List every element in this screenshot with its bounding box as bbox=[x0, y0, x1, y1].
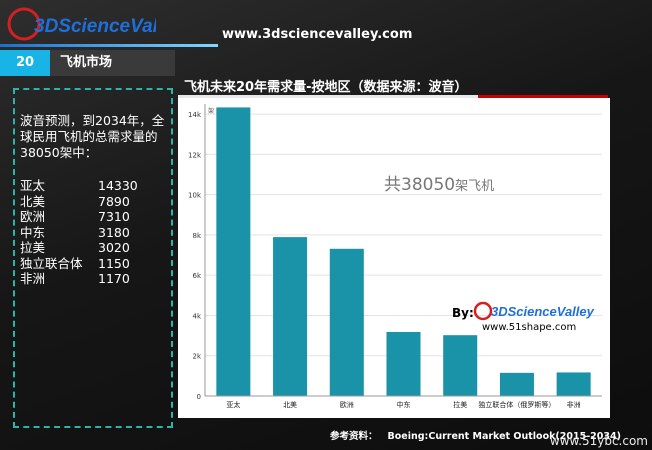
total-annotation-unit: 架飞机 bbox=[455, 179, 495, 194]
list-item: 拉美 3020 bbox=[20, 240, 170, 256]
list-item: 非洲 1170 bbox=[20, 271, 170, 287]
y-tick-label: 4k bbox=[192, 312, 201, 320]
x-tick-label: 非洲 bbox=[567, 400, 581, 409]
3d-sphere-logo-icon bbox=[7, 7, 41, 41]
source-label: 参考资料： bbox=[330, 431, 378, 442]
region-name: 非洲 bbox=[20, 271, 46, 286]
region-name: 拉美 bbox=[20, 240, 46, 255]
source-text: Boeing:Current Market Outlook(2015-2034) bbox=[387, 431, 621, 442]
x-tick-label: 拉美 bbox=[453, 400, 467, 409]
list-item: 欧洲 7310 bbox=[20, 209, 170, 225]
credit-logo: 3DScienceValley bbox=[473, 301, 595, 321]
x-tick-label: 亚太 bbox=[226, 400, 240, 409]
region-value: 7890 bbox=[98, 193, 130, 209]
region-name: 亚太 bbox=[20, 178, 46, 193]
region-name: 独立联合体 bbox=[20, 255, 83, 271]
region-value: 7310 bbox=[98, 209, 130, 224]
region-name: 北美 bbox=[20, 193, 46, 209]
x-tick-label: 中东 bbox=[397, 400, 411, 409]
chart-panel: 0 2k 4k 6k 8k 10k 12k 14k 架亚太 北美 欧洲 中东 拉美 独立联合体（俄罗斯等）… bbox=[178, 98, 610, 418]
section-number: 20 bbox=[0, 50, 50, 76]
bar bbox=[499, 372, 534, 396]
section-title: 飞机市场 bbox=[60, 55, 113, 70]
list-item: 独立联合体 1150 bbox=[20, 256, 170, 272]
region-name: 欧洲 bbox=[20, 209, 46, 224]
list-item: 中东 3180 bbox=[20, 225, 170, 241]
bar bbox=[443, 335, 478, 396]
region-name: 中东 bbox=[20, 224, 46, 240]
by-label: By: bbox=[452, 306, 474, 320]
chart-title: 飞机未来20年需求量-按地区（数据来源：波音） bbox=[184, 80, 468, 95]
bar bbox=[273, 237, 308, 396]
y-unit-label: 架 bbox=[208, 107, 214, 115]
summary-intro: 波音预测，到2034年，全球民用飞机的总需求量的38050架中： bbox=[20, 113, 165, 160]
brand-logo: 3DScienceValley bbox=[7, 7, 156, 41]
y-tick-label: 6k bbox=[192, 272, 201, 280]
x-tick-label: 独立联合体（俄罗斯等） bbox=[478, 400, 555, 409]
list-item: 北美 7890 bbox=[20, 194, 170, 210]
list-item: 亚太 14330 bbox=[20, 178, 170, 194]
header-accent-line bbox=[0, 44, 218, 47]
y-tick-label: 14k bbox=[188, 111, 202, 119]
y-tick-label: 2k bbox=[192, 353, 201, 361]
x-tick-label: 欧洲 bbox=[340, 400, 354, 409]
bar-chart: 0 2k 4k 6k 8k 10k 12k 14k 架亚太 北美 欧洲 中东 拉美 独立联合体（俄罗斯等）… bbox=[188, 104, 602, 409]
summary-box bbox=[13, 88, 173, 428]
total-annotation: 共38050架飞机 bbox=[384, 170, 494, 195]
region-value: 1170 bbox=[98, 271, 130, 286]
y-tick-label: 8k bbox=[192, 232, 201, 240]
y-tick-label: 10k bbox=[188, 192, 202, 200]
region-value: 14330 bbox=[98, 178, 138, 193]
site-url[interactable]: www.3dsciencevalley.com bbox=[222, 27, 413, 42]
credit-url[interactable]: www.51shape.com bbox=[482, 322, 577, 333]
bar bbox=[386, 331, 421, 396]
y-tick-label: 12k bbox=[188, 151, 202, 159]
bar bbox=[216, 107, 251, 396]
bar bbox=[329, 248, 364, 396]
region-list: 亚太 14330 北美 7890 欧洲 7310 中东 3180 拉美 3020 独立联合… bbox=[20, 178, 170, 287]
source-note: 参考资料： Boeing:Current Market Outlook(2015-… bbox=[330, 428, 621, 442]
title-underline-accent bbox=[478, 95, 608, 98]
region-value: 1150 bbox=[98, 255, 130, 271]
x-tick-label: 北美 bbox=[283, 400, 297, 409]
title-underline bbox=[178, 95, 478, 98]
3d-sphere-logo-icon bbox=[473, 301, 493, 321]
watermark: www.51ybc.com bbox=[549, 434, 648, 448]
region-value: 3180 bbox=[98, 224, 130, 240]
region-value: 3020 bbox=[98, 240, 130, 255]
total-annotation-number: 共38050 bbox=[384, 175, 456, 195]
y-tick-label: 0 bbox=[197, 393, 201, 401]
bar bbox=[556, 372, 591, 396]
logo-text: 3DScienceValley bbox=[34, 16, 156, 37]
credit-logo-text: 3DScienceValley bbox=[491, 304, 595, 319]
